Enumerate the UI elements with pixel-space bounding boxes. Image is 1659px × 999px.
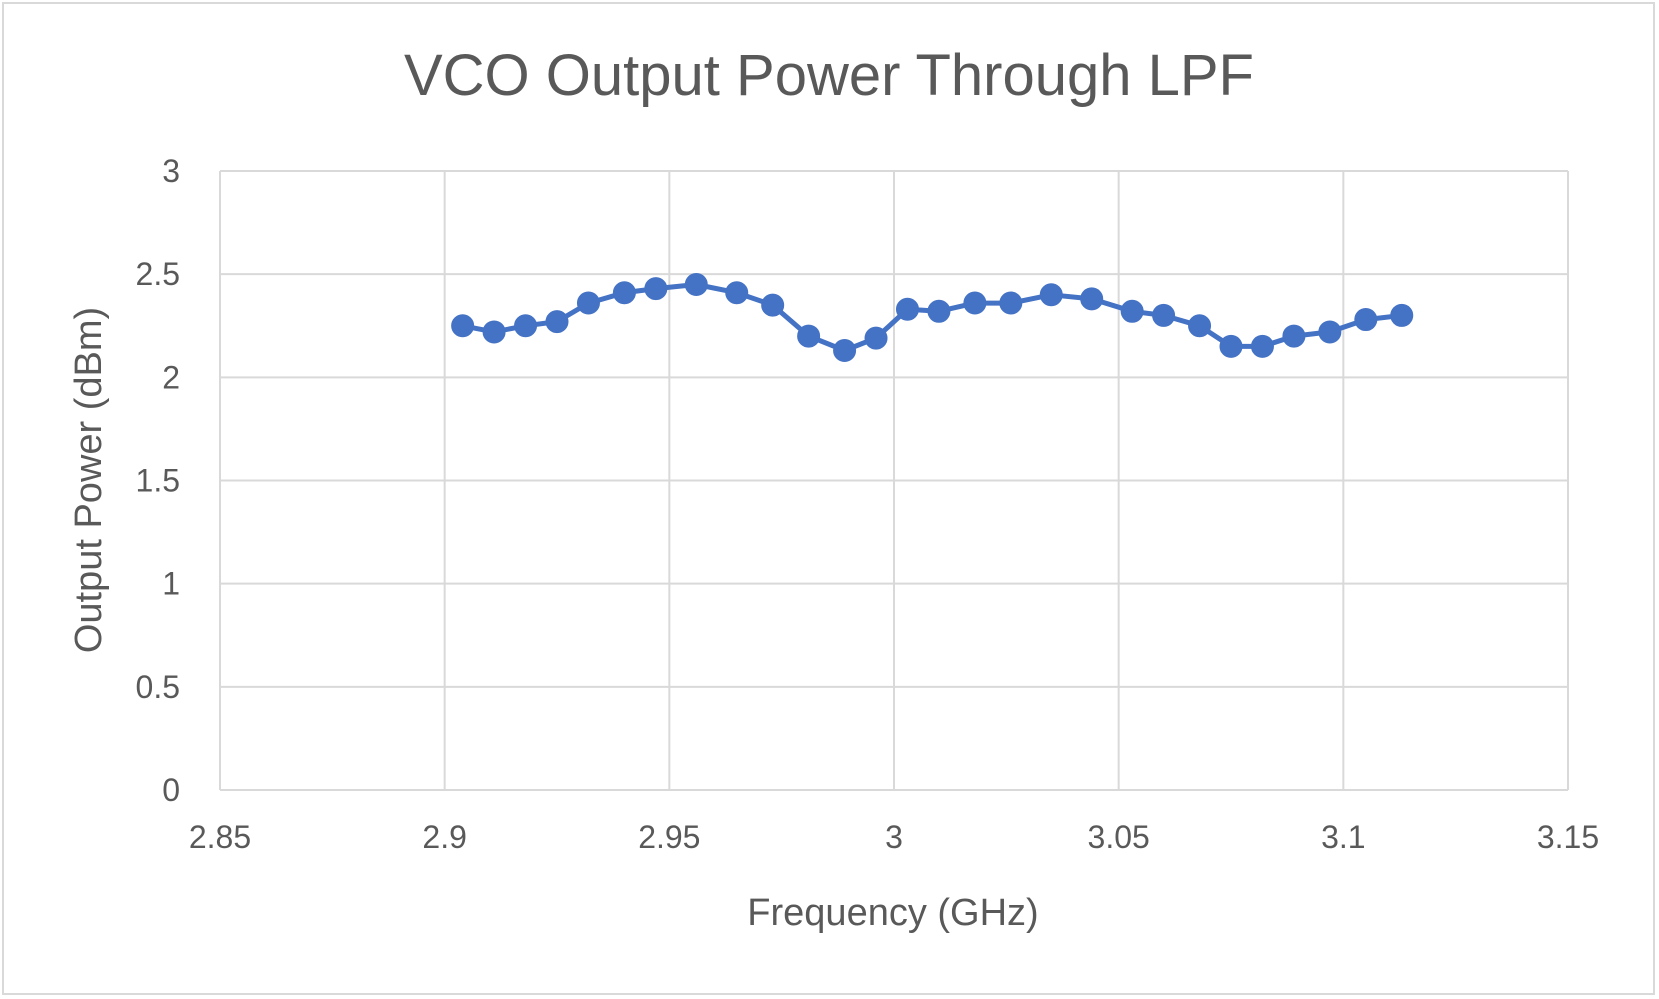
data-point — [1318, 320, 1342, 344]
series-output-power — [451, 272, 1414, 363]
series-line — [462, 282, 1402, 353]
data-point — [864, 326, 888, 350]
data-point — [797, 324, 821, 348]
grid-lines — [219, 170, 1569, 791]
data-point — [833, 339, 857, 363]
data-point — [1282, 324, 1306, 348]
data-point — [725, 281, 749, 305]
data-point — [1152, 303, 1176, 327]
x-tick-label: 2.85 — [189, 819, 251, 855]
chart-title: VCO Output Power Through LPF — [404, 43, 1254, 108]
data-point — [895, 297, 919, 321]
data-point — [1390, 303, 1414, 327]
y-tick-label: 3 — [162, 153, 180, 189]
data-point — [451, 314, 475, 338]
x-tick-label: 2.95 — [638, 819, 700, 855]
x-tick-label: 3 — [885, 819, 903, 855]
data-point — [1039, 283, 1063, 307]
data-point — [999, 291, 1023, 315]
x-tick-label: 3.15 — [1537, 819, 1599, 855]
data-point — [1080, 287, 1104, 311]
data-point — [545, 310, 569, 334]
data-point — [1188, 314, 1212, 338]
x-axis-ticks: 2.85 2.9 2.95 3 3.05 3.1 3.15 — [189, 819, 1599, 855]
data-point — [1219, 334, 1243, 358]
y-tick-label: 0.5 — [136, 669, 180, 705]
y-axis-ticks: 0 0.5 1 1.5 2 2.5 3 — [136, 153, 180, 808]
data-point — [963, 291, 987, 315]
data-point — [514, 314, 538, 338]
x-tick-label: 3.05 — [1088, 819, 1150, 855]
x-tick-label: 3.1 — [1321, 819, 1365, 855]
data-point — [1354, 308, 1378, 332]
data-point — [761, 293, 785, 317]
data-point — [1250, 334, 1274, 358]
y-tick-label: 1.5 — [136, 463, 180, 499]
data-point — [576, 291, 600, 315]
x-axis-label: Frequency (GHz) — [747, 892, 1038, 934]
y-axis-label: Output Power (dBm) — [68, 307, 110, 653]
y-tick-label: 1 — [162, 566, 180, 602]
data-point — [482, 320, 506, 344]
y-tick-label: 0 — [162, 772, 180, 808]
y-tick-label: 2 — [162, 359, 180, 395]
x-tick-label: 2.9 — [422, 819, 466, 855]
y-tick-label: 2.5 — [136, 256, 180, 292]
data-point — [927, 299, 951, 323]
data-point — [644, 277, 668, 301]
data-point — [684, 272, 708, 296]
data-point — [612, 281, 636, 305]
data-point — [1120, 299, 1144, 323]
